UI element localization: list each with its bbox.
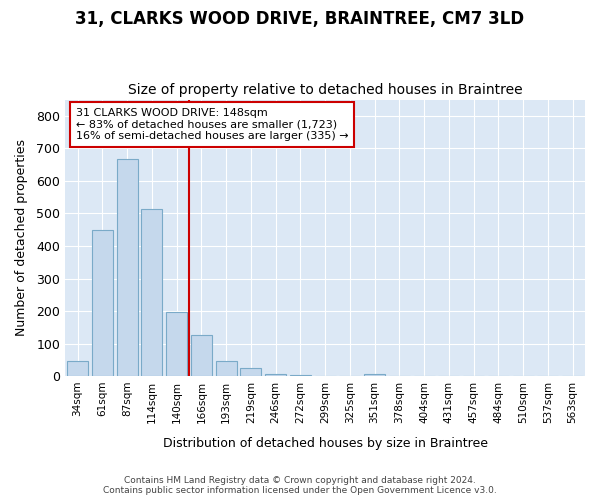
Y-axis label: Number of detached properties: Number of detached properties bbox=[15, 140, 28, 336]
Bar bbox=[364, 374, 385, 376]
Bar bbox=[290, 375, 311, 376]
Bar bbox=[241, 368, 262, 376]
Text: Contains HM Land Registry data © Crown copyright and database right 2024.
Contai: Contains HM Land Registry data © Crown c… bbox=[103, 476, 497, 495]
X-axis label: Distribution of detached houses by size in Braintree: Distribution of detached houses by size … bbox=[163, 437, 488, 450]
Bar bbox=[92, 230, 113, 376]
Bar bbox=[215, 360, 236, 376]
Text: 31, CLARKS WOOD DRIVE, BRAINTREE, CM7 3LD: 31, CLARKS WOOD DRIVE, BRAINTREE, CM7 3L… bbox=[76, 10, 524, 28]
Bar bbox=[67, 360, 88, 376]
Bar bbox=[116, 159, 137, 376]
Bar bbox=[191, 335, 212, 376]
Title: Size of property relative to detached houses in Braintree: Size of property relative to detached ho… bbox=[128, 83, 523, 97]
Text: 31 CLARKS WOOD DRIVE: 148sqm
← 83% of detached houses are smaller (1,723)
16% of: 31 CLARKS WOOD DRIVE: 148sqm ← 83% of de… bbox=[76, 108, 348, 141]
Bar bbox=[166, 312, 187, 376]
Bar bbox=[142, 208, 163, 376]
Bar bbox=[265, 374, 286, 376]
